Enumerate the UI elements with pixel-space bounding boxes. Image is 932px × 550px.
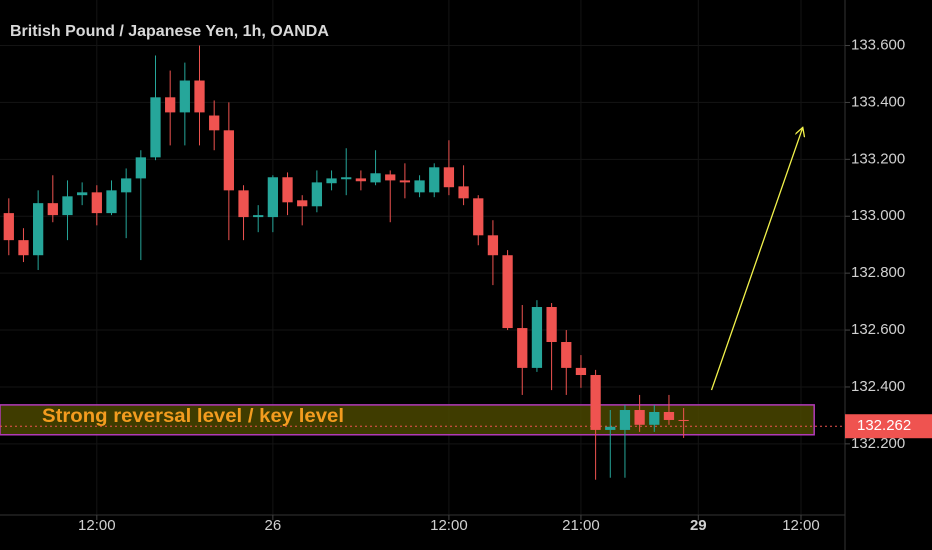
candle-body bbox=[33, 203, 44, 256]
candle-body bbox=[473, 198, 484, 236]
candles bbox=[3, 45, 689, 480]
candle-body bbox=[531, 307, 543, 368]
candle-body bbox=[3, 213, 14, 241]
candle-body bbox=[341, 177, 352, 180]
candle-body bbox=[678, 419, 689, 421]
x-tick-label: 29 bbox=[690, 517, 707, 534]
axes: 132.200 132.400 132.600 132.800 133.000 133.2… bbox=[78, 36, 932, 534]
x-tick-label: 12:00 bbox=[430, 517, 468, 534]
candle-body bbox=[91, 192, 102, 214]
last-price-label: 132.262 bbox=[857, 417, 911, 434]
candle-body bbox=[370, 173, 381, 183]
candle-body bbox=[355, 178, 367, 182]
chart-title: British Pound / Japanese Yen, 1h, OANDA bbox=[10, 23, 329, 40]
candle-body bbox=[121, 178, 132, 193]
x-tick-label: 26 bbox=[265, 517, 282, 534]
candle-body bbox=[47, 203, 58, 216]
y-tick-label: 132.600 bbox=[851, 321, 905, 338]
candle-body bbox=[487, 235, 499, 256]
candle-body bbox=[517, 328, 528, 368]
y-tick-label: 133.200 bbox=[851, 150, 905, 167]
candle-body bbox=[223, 130, 234, 191]
candle-body bbox=[663, 412, 675, 420]
candle-body bbox=[502, 255, 513, 329]
candle-body bbox=[150, 97, 161, 158]
candle-body bbox=[253, 215, 264, 218]
candle-body bbox=[414, 180, 425, 193]
trend-arrow bbox=[710, 128, 803, 391]
y-tick-label: 133.600 bbox=[851, 36, 905, 53]
candle-body bbox=[179, 80, 190, 113]
candle-body bbox=[575, 367, 587, 376]
candle-body bbox=[62, 196, 73, 216]
candle-body bbox=[326, 178, 337, 184]
candle-body bbox=[267, 177, 278, 218]
x-tick-label: 21:00 bbox=[562, 517, 600, 534]
candle-body bbox=[311, 182, 323, 207]
candle-body bbox=[429, 167, 440, 193]
candle-body bbox=[165, 97, 176, 113]
candle-body bbox=[590, 375, 601, 430]
candle-body bbox=[77, 192, 88, 196]
key-level-zone bbox=[0, 404, 815, 436]
candle-body bbox=[282, 177, 293, 203]
candle-body bbox=[561, 342, 572, 368]
candle-body bbox=[18, 240, 29, 256]
candle-body bbox=[385, 174, 396, 181]
y-tick-label: 133.400 bbox=[851, 93, 905, 110]
candle-body bbox=[443, 167, 455, 188]
candle-body bbox=[297, 200, 308, 207]
x-tick-label: 12:00 bbox=[782, 517, 820, 534]
y-tick-label: 133.000 bbox=[851, 207, 905, 224]
y-tick-label: 132.200 bbox=[851, 435, 905, 452]
candle-body bbox=[135, 157, 146, 179]
key-level-label: Strong reversal level / key level bbox=[42, 406, 344, 427]
candle-body bbox=[546, 307, 557, 343]
y-tick-label: 132.800 bbox=[851, 264, 905, 281]
candle-body bbox=[238, 190, 249, 218]
last-price-tag bbox=[845, 414, 932, 439]
candle-body bbox=[399, 180, 411, 183]
candle-body bbox=[209, 115, 220, 131]
candle-body bbox=[194, 80, 205, 113]
candle-body bbox=[106, 190, 117, 214]
x-tick-label: 12:00 bbox=[78, 517, 116, 534]
candle-body bbox=[619, 410, 631, 430]
candle-body bbox=[649, 412, 660, 425]
annotations: Strong reversal level / key level bbox=[0, 128, 845, 436]
candle-body bbox=[458, 186, 469, 199]
candle-body bbox=[605, 426, 616, 430]
candle-body bbox=[634, 410, 645, 425]
y-tick-label: 132.400 bbox=[851, 378, 905, 395]
